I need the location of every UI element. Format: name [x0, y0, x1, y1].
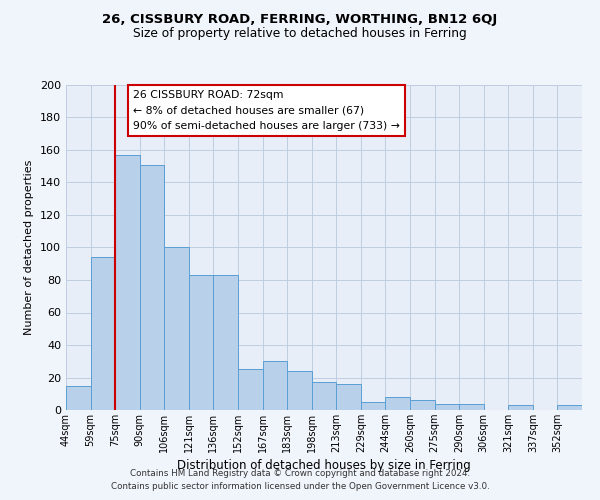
X-axis label: Distribution of detached houses by size in Ferring: Distribution of detached houses by size …: [177, 459, 471, 472]
Bar: [164, 248, 189, 410]
Bar: [459, 404, 484, 410]
Bar: [410, 400, 434, 410]
Bar: [508, 405, 533, 410]
Bar: [91, 257, 115, 410]
Text: Contains HM Land Registry data © Crown copyright and database right 2024.: Contains HM Land Registry data © Crown c…: [130, 468, 470, 477]
Bar: [312, 382, 336, 410]
Y-axis label: Number of detached properties: Number of detached properties: [25, 160, 34, 335]
Bar: [140, 164, 164, 410]
Bar: [557, 405, 582, 410]
Bar: [287, 371, 312, 410]
Bar: [336, 384, 361, 410]
Text: 26 CISSBURY ROAD: 72sqm
← 8% of detached houses are smaller (67)
90% of semi-det: 26 CISSBURY ROAD: 72sqm ← 8% of detached…: [133, 90, 400, 131]
Text: 26, CISSBURY ROAD, FERRING, WORTHING, BN12 6QJ: 26, CISSBURY ROAD, FERRING, WORTHING, BN…: [103, 12, 497, 26]
Text: Contains public sector information licensed under the Open Government Licence v3: Contains public sector information licen…: [110, 482, 490, 491]
Text: Size of property relative to detached houses in Ferring: Size of property relative to detached ho…: [133, 28, 467, 40]
Bar: [238, 370, 263, 410]
Bar: [385, 397, 410, 410]
Bar: [263, 361, 287, 410]
Bar: [115, 155, 140, 410]
Bar: [434, 404, 459, 410]
Bar: [66, 386, 91, 410]
Bar: [189, 275, 214, 410]
Bar: [361, 402, 385, 410]
Bar: [214, 275, 238, 410]
